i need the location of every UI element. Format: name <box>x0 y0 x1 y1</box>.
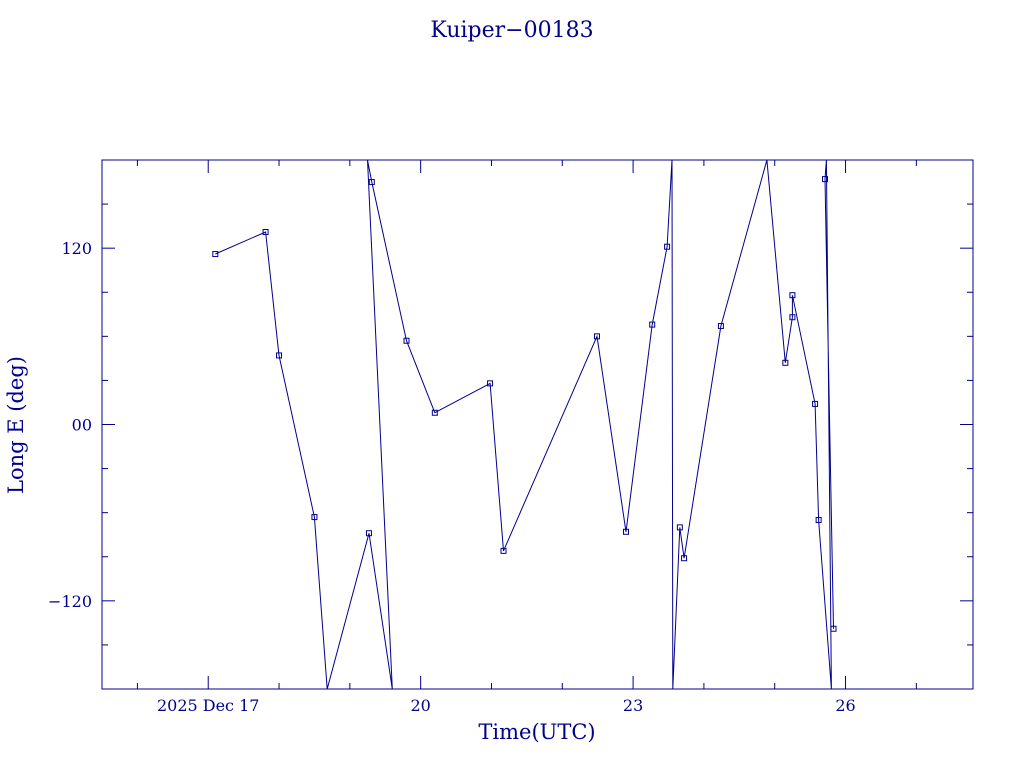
data-point <box>815 517 822 524</box>
data-series <box>212 160 837 689</box>
data-point <box>212 251 219 258</box>
data-point <box>500 547 507 554</box>
data-point <box>649 321 656 328</box>
data-point <box>262 229 269 236</box>
data-point <box>623 528 630 535</box>
data-point <box>593 333 600 340</box>
x-axis-label: Time(UTC) <box>478 720 595 744</box>
data-point <box>830 625 837 632</box>
plot-frame <box>101 159 974 690</box>
chart-title: Kuiper−00183 <box>430 18 593 43</box>
data-point <box>664 243 671 250</box>
y-axis-label: Long E (deg) <box>4 356 28 494</box>
data-point <box>403 337 410 344</box>
x-tick-label: 20 <box>410 696 430 715</box>
x-tick-label: 23 <box>623 696 643 715</box>
major-ticks <box>102 160 973 689</box>
data-point <box>365 530 372 537</box>
x-tick-labels: 2025 Dec 17 20 23 26 <box>157 696 856 715</box>
data-point <box>822 176 829 183</box>
data-point <box>681 555 688 562</box>
minor-ticks <box>102 160 973 689</box>
data-point <box>812 400 819 407</box>
data-point <box>311 514 318 521</box>
x-tick-label: 2025 Dec 17 <box>157 696 260 715</box>
data-point <box>789 292 796 299</box>
data-point <box>789 314 796 321</box>
data-point <box>676 524 683 531</box>
data-point <box>717 323 724 330</box>
y-tick-label: 120 <box>61 239 92 258</box>
y-tick-label: 00 <box>72 416 92 435</box>
data-point <box>782 359 789 366</box>
y-tick-label: −120 <box>48 592 92 611</box>
data-point <box>487 380 494 387</box>
data-point <box>276 352 283 359</box>
x-tick-label: 26 <box>835 696 855 715</box>
data-point <box>368 179 375 186</box>
data-point <box>431 409 438 416</box>
series-line <box>215 160 834 689</box>
y-tick-labels: 120 00 −120 <box>48 239 92 611</box>
